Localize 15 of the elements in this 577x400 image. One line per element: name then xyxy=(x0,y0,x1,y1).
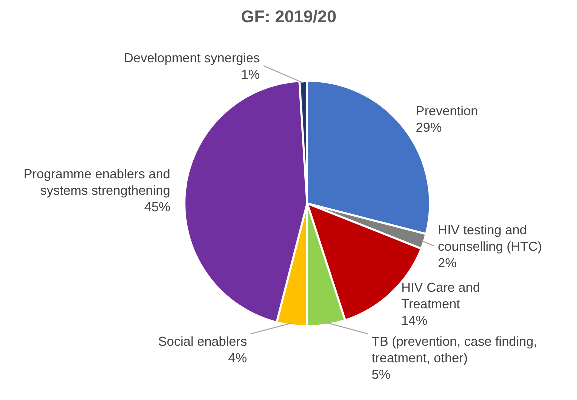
data-label: 14% xyxy=(402,313,428,328)
slice-label: Social enablers xyxy=(158,334,248,350)
data-label: 29% xyxy=(416,120,443,136)
slice-label: Programme enablers and systems strengthening xyxy=(24,166,171,198)
data-label: 5% xyxy=(372,367,392,382)
slice-label: HIV Care and Treatment xyxy=(402,280,480,312)
slice-label: HIV testing and counselling (HTC) xyxy=(438,222,542,254)
data-label: 4% xyxy=(228,350,248,366)
data-label: 45% xyxy=(144,200,171,215)
slice-label: TB (prevention, case finding, treatment, other) xyxy=(372,334,538,366)
slice-label: Prevention xyxy=(416,104,478,119)
slice-label: Development synergies xyxy=(124,50,261,66)
data-label: 1% xyxy=(241,66,261,82)
data-label: 2% xyxy=(438,255,458,270)
chart-title: GF: 2019/20 xyxy=(241,8,337,26)
